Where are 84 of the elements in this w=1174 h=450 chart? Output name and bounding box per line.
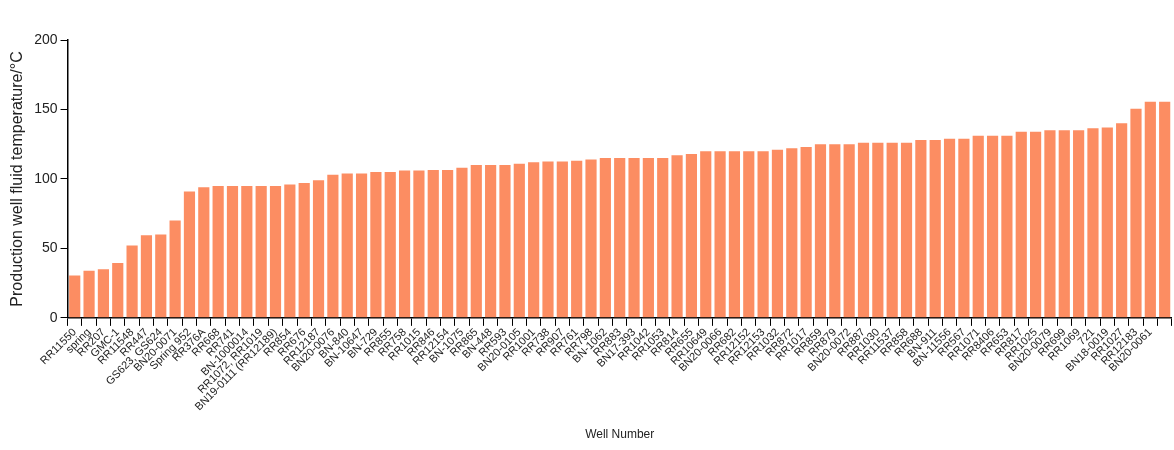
bar	[757, 151, 769, 318]
bar	[556, 161, 568, 318]
bar	[1044, 130, 1056, 318]
bar	[642, 158, 654, 318]
bar	[226, 185, 239, 318]
bar	[1058, 130, 1070, 318]
bar	[700, 151, 712, 318]
y-tick-label: 100	[34, 169, 58, 186]
y-tick-label: 0	[49, 308, 58, 325]
bar	[728, 151, 741, 318]
bar	[298, 183, 310, 318]
bar	[284, 184, 296, 318]
bar	[958, 138, 970, 318]
bar	[1159, 101, 1171, 318]
bar	[97, 269, 110, 318]
bar	[1015, 131, 1027, 318]
bar	[241, 185, 253, 318]
bar	[829, 144, 841, 318]
bar	[771, 149, 784, 318]
bar	[671, 155, 683, 318]
bar	[212, 185, 224, 318]
bar	[528, 162, 540, 318]
bar	[398, 170, 411, 318]
bar	[155, 234, 167, 318]
bar	[370, 171, 382, 318]
bar	[427, 169, 439, 318]
bar	[599, 158, 611, 318]
bar	[986, 135, 999, 318]
y-tick-label: 50	[41, 239, 58, 256]
bar	[169, 220, 181, 318]
y-tick-label: 150	[34, 100, 58, 117]
bar	[786, 148, 798, 318]
bar	[341, 173, 353, 318]
bar	[814, 144, 827, 318]
bar	[843, 144, 855, 318]
bar	[1073, 130, 1085, 318]
bar	[355, 173, 368, 318]
bar	[628, 158, 640, 318]
bar	[714, 151, 726, 318]
y-tick-label: 200	[34, 30, 58, 47]
bar	[327, 174, 339, 318]
bar	[915, 140, 927, 318]
bar	[198, 187, 210, 318]
bar	[929, 140, 941, 318]
bar	[571, 160, 583, 318]
bar	[685, 153, 697, 318]
bar	[872, 142, 884, 318]
bar	[255, 185, 267, 318]
bar	[413, 170, 425, 318]
bar	[269, 185, 282, 318]
bar	[312, 180, 325, 318]
bar	[1030, 131, 1042, 318]
bar	[112, 262, 124, 318]
bar	[83, 270, 95, 318]
bar	[384, 171, 396, 318]
bar	[485, 165, 497, 318]
bar	[585, 159, 597, 318]
bar	[1116, 123, 1128, 318]
x-axis-title: Well Number	[585, 427, 655, 442]
bar	[943, 138, 956, 318]
bar	[614, 158, 626, 318]
bar	[900, 142, 913, 318]
bar	[1130, 108, 1142, 318]
bar	[140, 235, 153, 318]
bar	[857, 142, 870, 318]
bar	[470, 165, 482, 318]
bar	[657, 158, 669, 318]
y-axis-title: Production well fluid temperature/°C	[8, 51, 26, 307]
bar	[442, 169, 454, 318]
bar	[886, 142, 898, 318]
bar	[1087, 128, 1099, 318]
bar	[513, 163, 525, 318]
bar	[69, 275, 81, 318]
bar	[1101, 127, 1113, 318]
bar	[126, 245, 138, 318]
bar	[456, 167, 468, 318]
bar	[800, 146, 812, 318]
bar	[183, 191, 196, 318]
bar	[1144, 101, 1156, 318]
bar	[743, 151, 755, 318]
bar	[1001, 135, 1013, 318]
bar	[542, 161, 554, 318]
bar	[972, 135, 984, 318]
bar	[499, 165, 511, 318]
